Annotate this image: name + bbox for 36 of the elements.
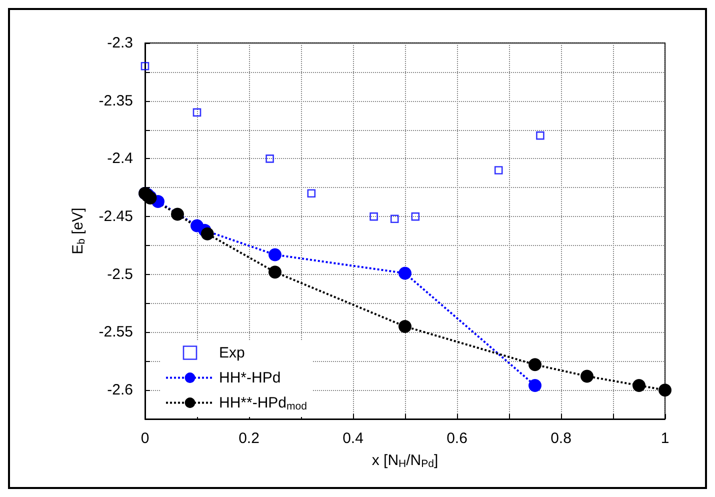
point (266, 154, 274, 163)
point (528, 358, 542, 372)
point (140, 62, 150, 70)
point (370, 212, 378, 221)
x-tick-label: 0.6 (446, 430, 468, 447)
point (580, 370, 594, 383)
point (398, 266, 412, 280)
x-tick-label: 1 (660, 430, 670, 447)
point (536, 131, 544, 140)
point (658, 384, 672, 397)
y-tick-label: -2.45 (98, 208, 133, 226)
legend-label: HH*-HPd (219, 369, 281, 386)
legend-label: Exp (219, 344, 245, 362)
y-tick-label: -2.5 (107, 266, 133, 283)
y-tick-label: -2.55 (98, 324, 133, 341)
x-tick-label: 0.2 (238, 430, 260, 447)
point (200, 227, 214, 240)
point (268, 248, 282, 262)
point (171, 208, 184, 221)
y-tick-label: -2.35 (98, 92, 133, 110)
point (411, 212, 420, 221)
y-tick-label: -2.6 (107, 382, 133, 399)
point (528, 378, 542, 392)
point (494, 166, 503, 174)
point (307, 189, 316, 198)
y-tick-label: -2.3 (107, 34, 133, 52)
x-tick-label: 0.8 (550, 430, 572, 447)
x-tick-label: 0 (140, 430, 150, 447)
point (192, 108, 202, 117)
y-axis-title: Eb [eV] (69, 208, 88, 254)
point (632, 378, 646, 392)
y-tick-label: -2.4 (107, 150, 133, 168)
point (398, 320, 412, 333)
x-tick-label: 0.4 (342, 430, 364, 447)
point (268, 266, 282, 279)
point (390, 214, 399, 223)
